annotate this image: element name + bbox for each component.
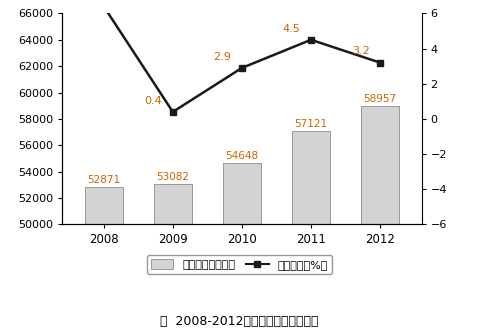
Bar [292, 131, 330, 335]
Text: 图  2008-2012年粮食产量及同比增速: 图 2008-2012年粮食产量及同比增速 [160, 315, 319, 328]
Bar [361, 106, 399, 335]
Text: 4.5: 4.5 [283, 24, 300, 34]
Text: 2.9: 2.9 [214, 52, 231, 62]
Bar [154, 184, 192, 335]
Text: 53082: 53082 [156, 172, 189, 182]
Text: 54648: 54648 [225, 151, 259, 161]
Bar [85, 187, 123, 335]
Text: 58957: 58957 [364, 94, 397, 104]
Legend: 粮食产量（万吨）, 同比增长（%）: 粮食产量（万吨）, 同比增长（%） [147, 255, 332, 274]
Text: 52871: 52871 [87, 175, 120, 185]
Bar [223, 163, 261, 335]
Text: 57121: 57121 [295, 119, 328, 129]
Text: 3.2: 3.2 [352, 47, 370, 57]
Text: 0.4: 0.4 [145, 96, 162, 106]
